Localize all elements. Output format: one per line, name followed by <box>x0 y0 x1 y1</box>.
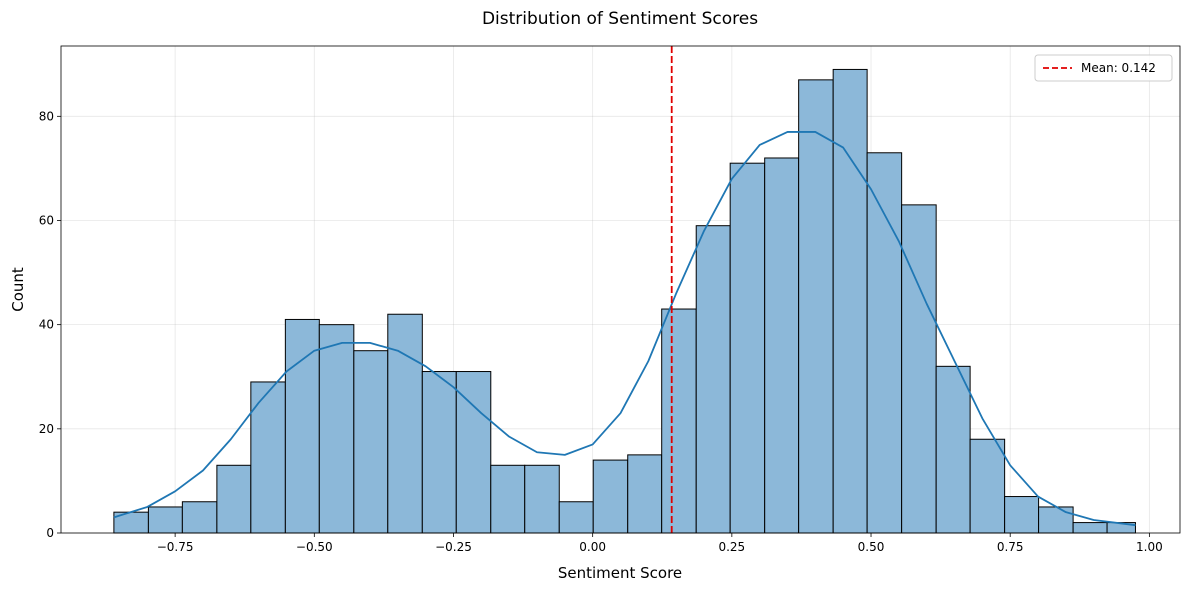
x-tick-label: 0.25 <box>718 540 745 554</box>
histogram-bar <box>1004 496 1040 534</box>
y-axis-label: Count <box>9 267 27 312</box>
kde-curve <box>113 131 1136 527</box>
x-tick-label: 1.00 <box>1136 540 1163 554</box>
histogram-bar <box>147 506 183 534</box>
histogram-bar <box>490 464 526 534</box>
x-tick-label: 0.00 <box>579 540 606 554</box>
histogram-bar <box>729 162 766 534</box>
histogram-bar <box>1072 522 1108 534</box>
histogram-bar <box>798 79 834 534</box>
histogram-bar <box>627 454 663 534</box>
histogram-bars <box>113 68 1136 534</box>
x-axis-label: Sentiment Score <box>558 564 682 582</box>
histogram-bar <box>353 350 389 534</box>
histogram-bar <box>901 204 937 534</box>
histogram-bar <box>181 501 218 534</box>
histogram-bar <box>558 501 594 534</box>
plot-frame <box>60 45 1181 534</box>
x-tick-label: −0.50 <box>296 540 333 554</box>
histogram-bar <box>866 152 903 534</box>
x-tick-label: 0.75 <box>997 540 1024 554</box>
histogram-bar <box>216 464 252 534</box>
x-tick-label: 0.50 <box>858 540 885 554</box>
chart-title: Distribution of Sentiment Scores <box>482 9 758 29</box>
histogram-bar <box>318 324 355 534</box>
histogram-bar <box>935 365 971 534</box>
x-axis-ticks: −0.75 −0.50 −0.25 0.00 0.25 0.50 0.75 1.00 <box>157 533 1163 554</box>
histogram-bar <box>524 464 560 534</box>
y-axis-ticks: 0 20 40 60 80 <box>39 109 61 540</box>
histogram-bar <box>250 381 286 534</box>
kde-curve-layer <box>113 131 1136 527</box>
x-tick-label: −0.75 <box>157 540 194 554</box>
x-tick-label: −0.25 <box>435 540 472 554</box>
y-tick-label: 20 <box>39 422 54 436</box>
y-tick-label: 60 <box>39 213 54 227</box>
y-tick-label: 80 <box>39 109 54 123</box>
legend: Mean: 0.142 <box>1034 54 1173 82</box>
histogram-bar <box>764 157 800 534</box>
histogram-bar <box>421 371 457 534</box>
histogram-bar <box>661 308 697 534</box>
legend-box <box>1034 54 1173 82</box>
histogram-bar <box>969 438 1006 534</box>
legend-mean-label: Mean: 0.142 <box>1081 61 1156 75</box>
histogram-bar <box>1038 506 1074 534</box>
y-tick-label: 40 <box>39 318 54 332</box>
histogram-bar <box>592 459 629 534</box>
y-tick-label: 0 <box>46 526 54 540</box>
histogram-bar <box>695 225 731 534</box>
histogram-bar <box>832 68 868 534</box>
histogram-bar <box>387 313 423 534</box>
